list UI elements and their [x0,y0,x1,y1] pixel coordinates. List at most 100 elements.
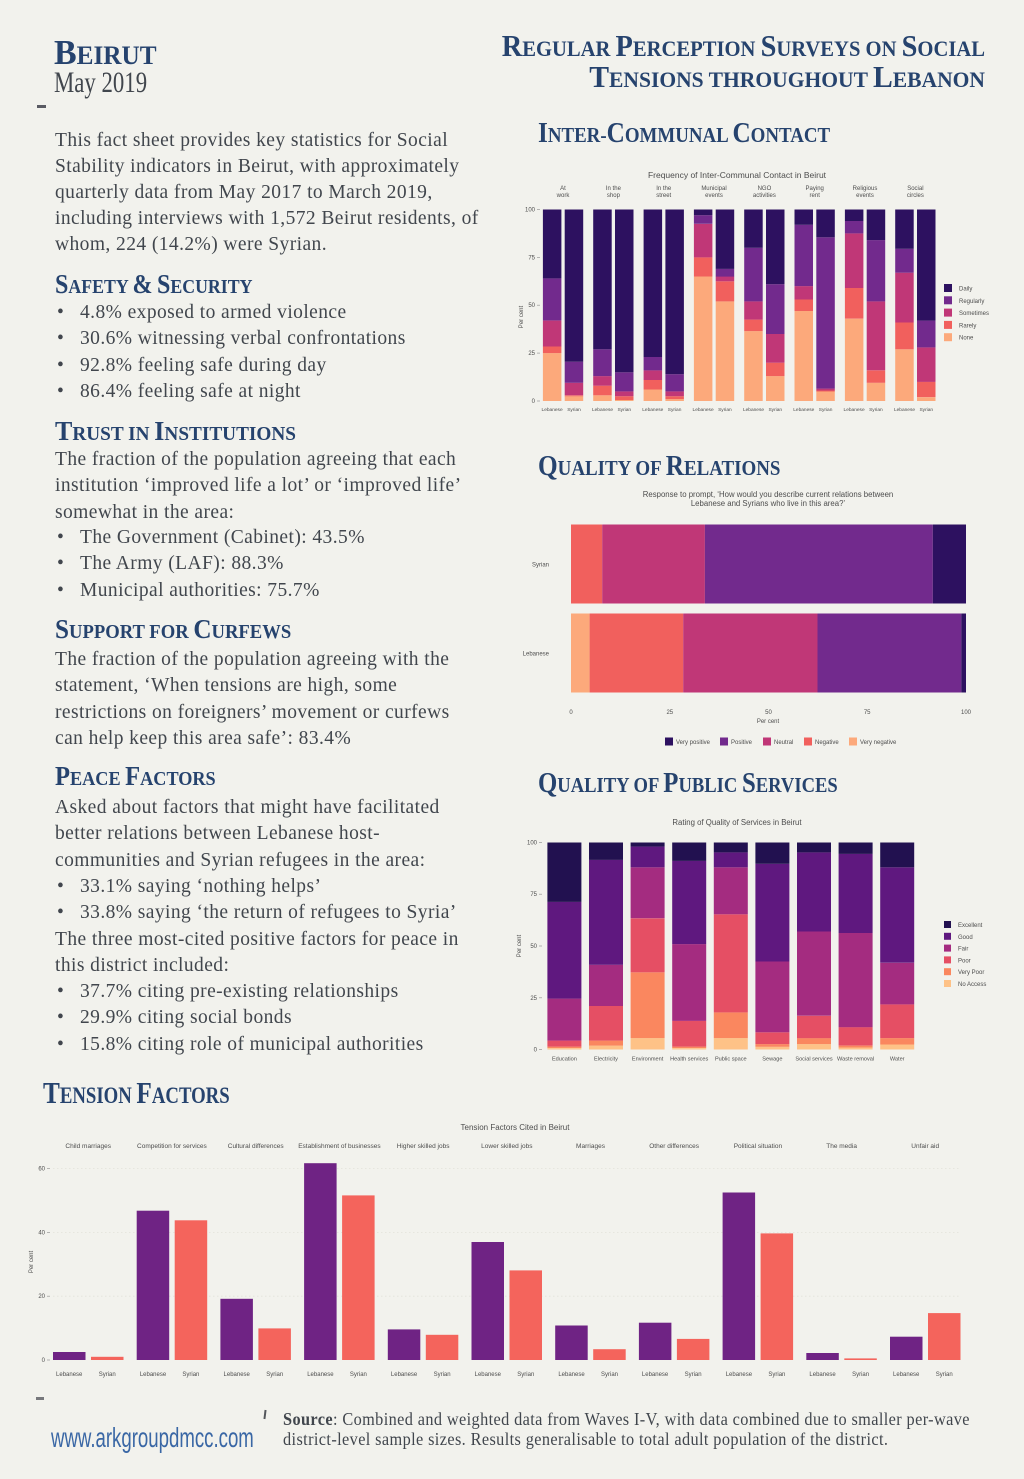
svg-text:0: 0 [569,710,573,716]
svg-text:No Access: No Access [958,982,986,988]
svg-text:Syrian: Syrian [718,407,732,413]
svg-text:The media: The media [826,1143,857,1150]
svg-text:Response to prompt, ‘How would: Response to prompt, ‘How would you descr… [643,490,894,499]
svg-text:Rarely: Rarely [959,323,976,329]
svg-text:Per cent: Per cent [757,719,780,725]
svg-text:75: 75 [528,255,535,261]
svg-text:Religious: Religious [853,186,878,192]
svg-text:Public space: Public space [715,1057,747,1063]
svg-text:Sewage: Sewage [762,1057,782,1063]
svg-text:0: 0 [534,1048,538,1054]
svg-text:rent: rent [810,193,821,199]
svg-text:Lebanese: Lebanese [726,1372,753,1378]
svg-text:None: None [959,336,974,342]
svg-text:Higher skilled jobs: Higher skilled jobs [397,1143,450,1150]
svg-text:Lebanese: Lebanese [893,1372,920,1378]
svg-text:Lebanese: Lebanese [56,1372,83,1378]
svg-text:Neutral: Neutral [774,740,793,746]
svg-text:Environment: Environment [632,1057,664,1063]
svg-text:Syrian: Syrian [532,563,549,569]
svg-text:Lebanese: Lebanese [542,407,563,413]
svg-text:Syrian: Syrian [685,1372,702,1378]
svg-text:Fair: Fair [958,947,968,953]
svg-text:100: 100 [961,710,972,716]
svg-text:0: 0 [532,399,536,405]
svg-text:Other differences: Other differences [649,1143,699,1150]
svg-text:Syrian: Syrian [434,1372,451,1378]
svg-text:Syrian: Syrian [936,1372,953,1378]
svg-text:Lebanese: Lebanese [809,1372,836,1378]
svg-text:activities: activities [753,193,776,199]
svg-text:Syrian: Syrian [182,1372,199,1378]
svg-text:0: 0 [42,1358,46,1364]
svg-text:Lebanese: Lebanese [307,1372,334,1378]
svg-text:Child marriages: Child marriages [65,1143,111,1150]
svg-text:Sometimes: Sometimes [959,311,989,317]
svg-text:50: 50 [530,944,537,950]
svg-text:events: events [705,193,723,199]
svg-text:NGO: NGO [758,186,772,192]
svg-text:40: 40 [38,1230,45,1236]
svg-text:Lebanese: Lebanese [475,1372,502,1378]
svg-text:Syrian: Syrian [768,1372,785,1378]
svg-text:Lower skilled jobs: Lower skilled jobs [481,1143,533,1150]
svg-text:Syrian: Syrian [768,407,782,413]
svg-text:Lebanese and Syrians who live: Lebanese and Syrians who live in this ar… [691,499,846,508]
svg-text:Syrian: Syrian [852,1372,869,1378]
svg-text:Syrian: Syrian [668,407,682,413]
svg-text:Lebanese: Lebanese [642,1372,669,1378]
svg-text:Very Poor: Very Poor [958,970,984,976]
svg-text:Good: Good [958,935,973,941]
svg-text:Excellent: Excellent [958,923,983,929]
svg-text:20: 20 [38,1294,45,1300]
svg-text:Rating of Quality of Services: Rating of Quality of Services in Beirut [672,818,802,827]
svg-text:25: 25 [528,351,535,357]
svg-text:Lebanese: Lebanese [558,1372,585,1378]
svg-text:Syrian: Syrian [350,1372,367,1378]
svg-text:Poor: Poor [958,958,971,964]
svg-text:Per cent: Per cent [519,306,525,329]
svg-text:50: 50 [528,303,535,309]
svg-text:100: 100 [527,841,538,847]
svg-text:50: 50 [765,710,772,716]
svg-text:Water: Water [890,1057,905,1063]
svg-text:Regularly: Regularly [959,299,984,305]
svg-text:Very positive: Very positive [676,740,711,746]
svg-text:Lebanese: Lebanese [844,407,865,413]
svg-text:Municipal: Municipal [701,186,726,192]
svg-text:Establishment of businesses: Establishment of businesses [298,1143,381,1150]
svg-text:Lebanese: Lebanese [224,1372,251,1378]
svg-text:Lebanese: Lebanese [743,407,764,413]
svg-text:Lebanese: Lebanese [592,407,613,413]
svg-text:25: 25 [530,996,537,1002]
svg-text:events: events [856,193,874,199]
svg-text:Syrian: Syrian [601,1372,618,1378]
svg-text:Syrian: Syrian [869,407,883,413]
svg-text:Political situation: Political situation [734,1143,783,1150]
svg-text:Syrian: Syrian [567,407,581,413]
svg-text:Lebanese: Lebanese [693,407,714,413]
svg-text:Syrian: Syrian [819,407,833,413]
svg-text:circles: circles [907,193,924,199]
svg-text:Syrian: Syrian [266,1372,283,1378]
svg-text:Lebanese: Lebanese [391,1372,418,1378]
svg-text:Lebanese: Lebanese [642,407,663,413]
svg-text:In the: In the [606,186,622,192]
svg-text:Health services: Health services [670,1057,708,1063]
svg-text:work: work [556,193,571,199]
svg-text:Very negative: Very negative [860,740,897,746]
svg-text:Per cent: Per cent [29,1251,35,1274]
svg-text:75: 75 [864,710,871,716]
svg-text:shop: shop [607,193,621,199]
svg-text:Daily: Daily [959,287,972,293]
svg-text:Lebanese: Lebanese [894,407,915,413]
svg-text:Syrian: Syrian [919,407,933,413]
svg-text:Lebanese: Lebanese [523,652,550,658]
svg-text:60: 60 [38,1167,45,1173]
svg-text:Social: Social [907,186,923,192]
svg-text:Negative: Negative [815,740,839,746]
svg-text:Cultural differences: Cultural differences [228,1143,285,1150]
svg-text:Social services: Social services [795,1057,833,1063]
svg-text:Marriages: Marriages [576,1143,606,1150]
svg-text:Education: Education [552,1057,577,1063]
